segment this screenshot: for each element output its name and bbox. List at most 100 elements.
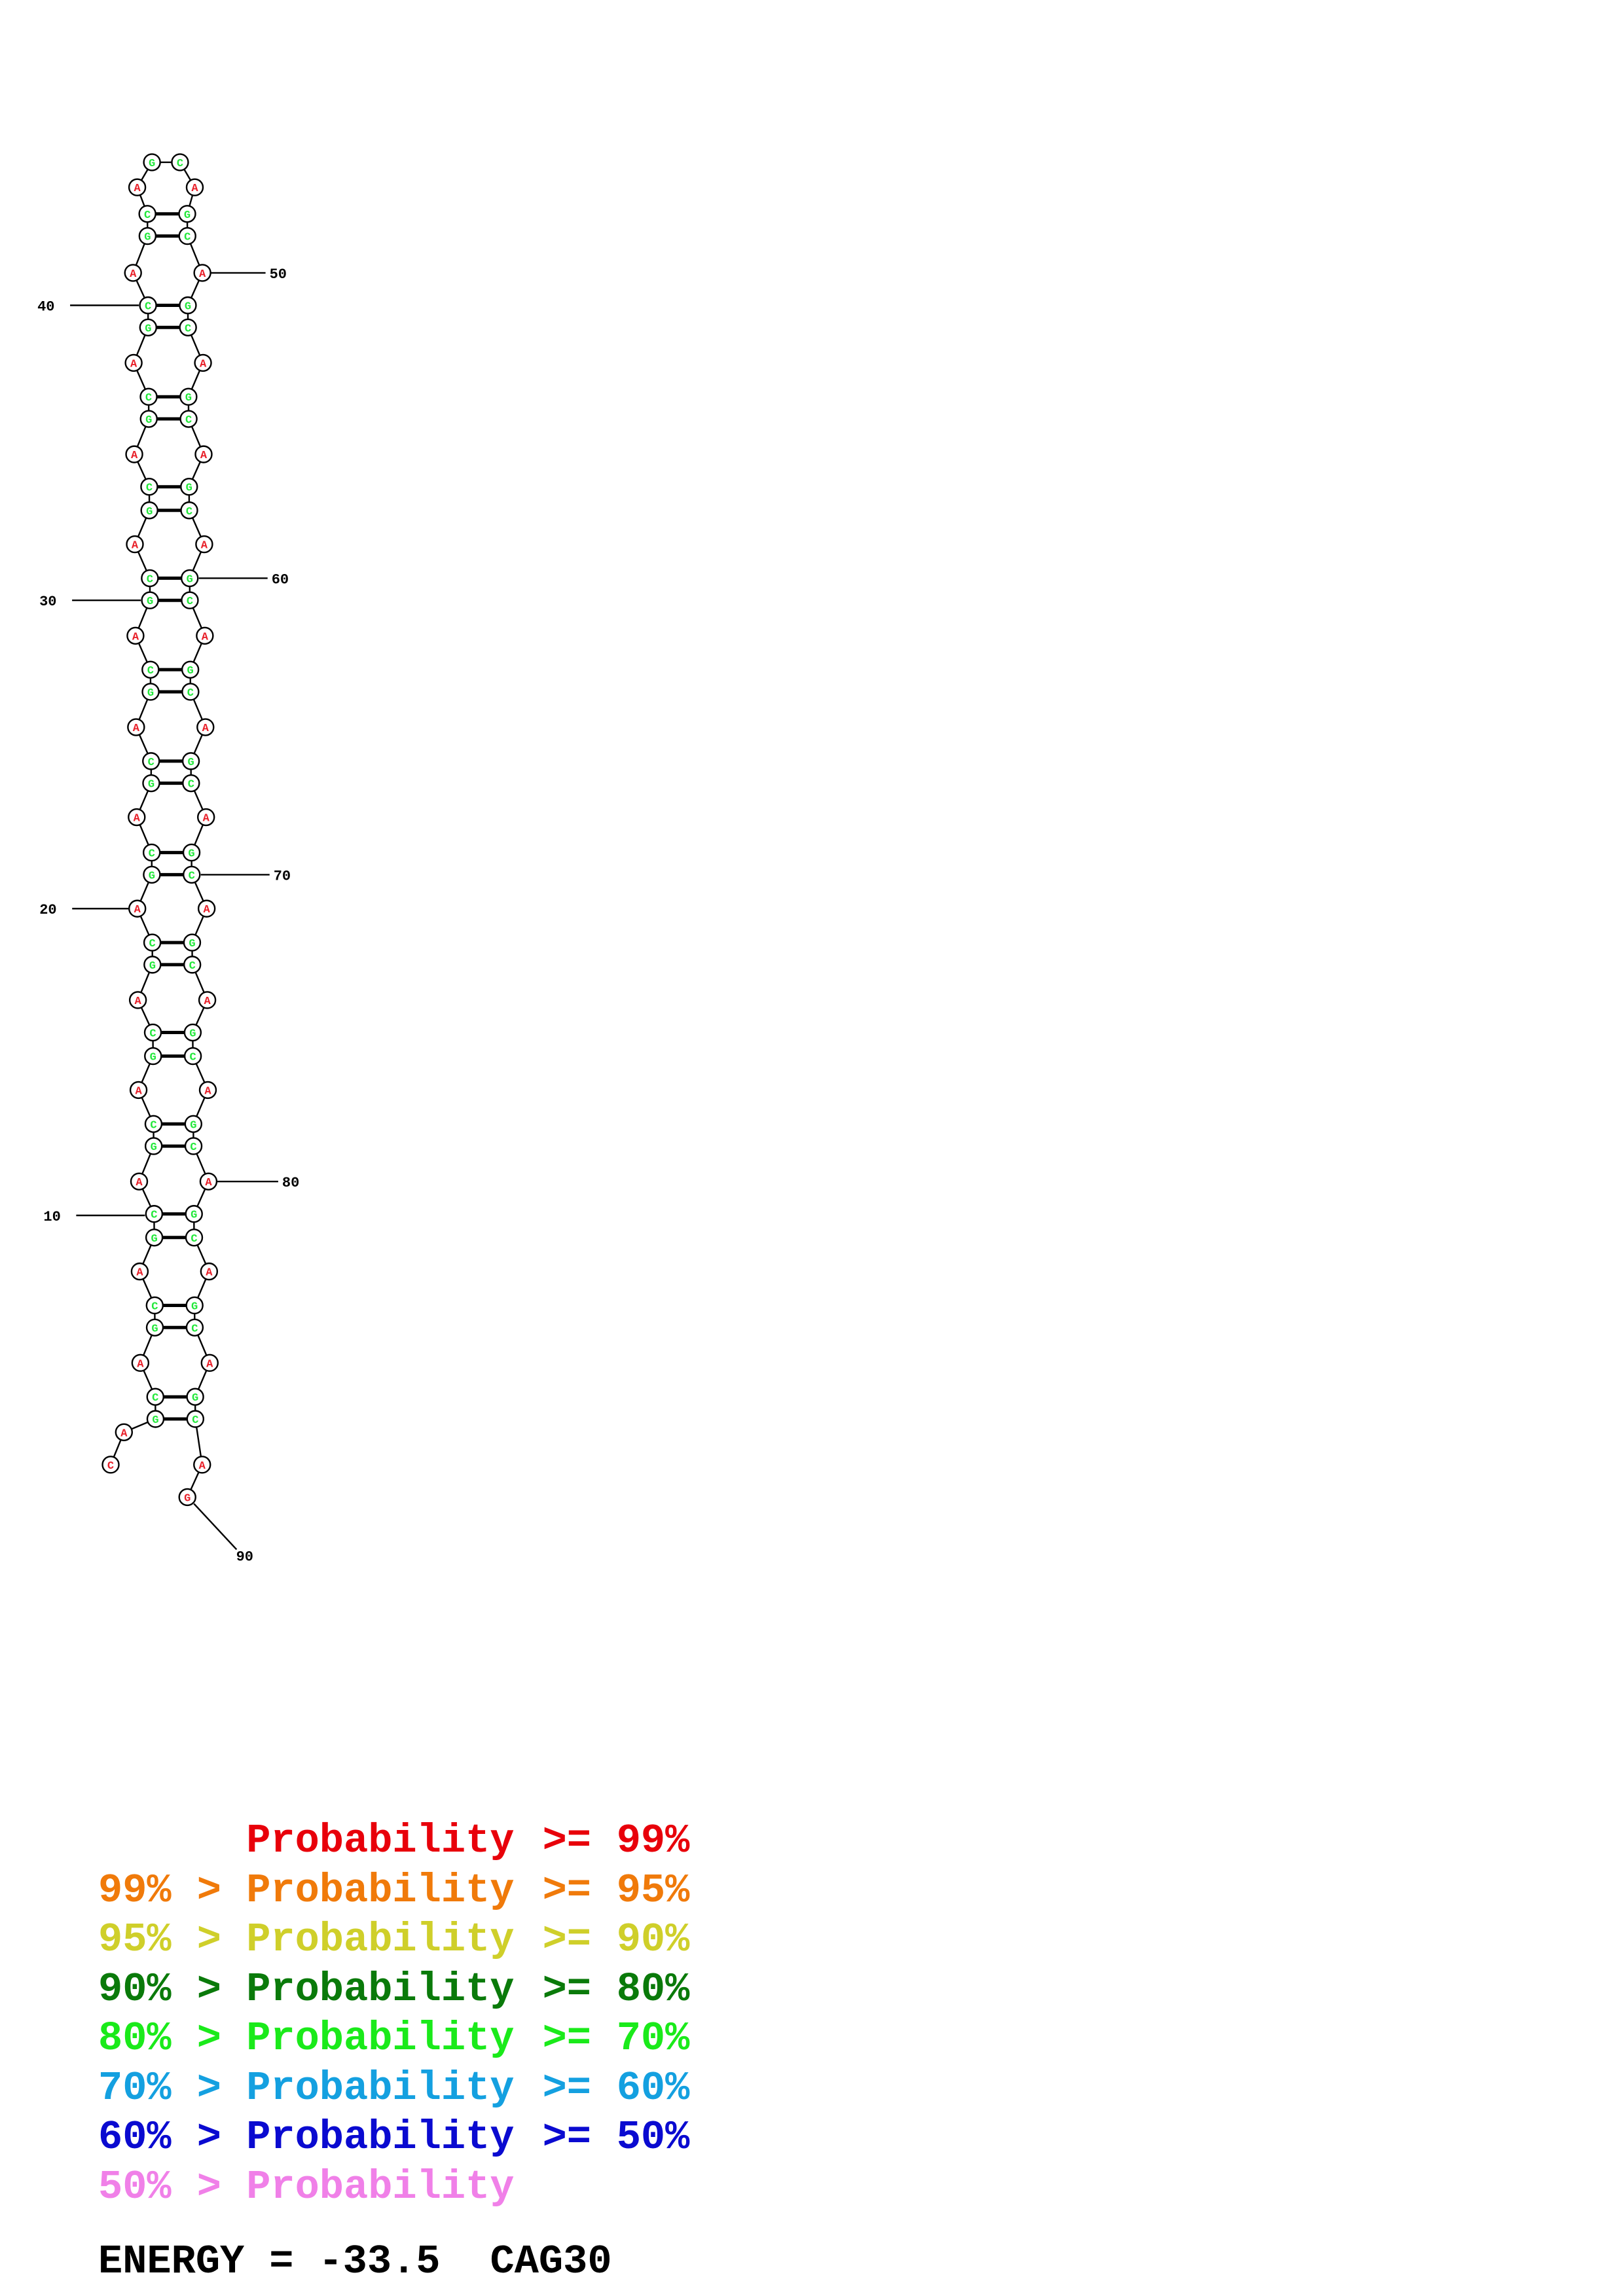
nucleotide-letter: C xyxy=(151,1210,157,1222)
nucleotide-circle xyxy=(186,1388,204,1406)
legend-gt: > xyxy=(196,1965,222,2013)
nucleotide-letter: C xyxy=(149,938,155,950)
nucleotide-circle xyxy=(143,933,162,952)
legend-upper-bound: 60% xyxy=(616,2064,690,2111)
nucleotide-circle xyxy=(181,569,199,588)
nucleotide-circle xyxy=(142,752,160,770)
nucleotide-circle xyxy=(145,1296,164,1315)
nucleotide-letter: A xyxy=(135,1085,142,1098)
legend-ge: >= xyxy=(542,2064,592,2111)
energy-value: -33.5 xyxy=(318,2238,441,2285)
nucleotide-circle xyxy=(146,1388,164,1406)
nucleotide-letter: G xyxy=(184,1492,191,1505)
nucleotide-circle xyxy=(143,1023,162,1042)
nucleotide-letter: C xyxy=(145,301,151,314)
nucleotide-letter: A xyxy=(132,631,139,643)
nucleotide-letter: A xyxy=(203,813,210,825)
nucleotide-letter: C xyxy=(147,665,154,677)
legend-gt: > xyxy=(196,1867,222,1914)
nucleotide-circle xyxy=(184,1137,203,1155)
position-label: 70 xyxy=(274,868,291,884)
legend-lower-bound: 80% xyxy=(98,2015,172,2062)
nucleotide-circle xyxy=(184,1115,203,1133)
legend-lower-bound: 95% xyxy=(98,1916,172,1963)
nucleotide-circle xyxy=(131,1354,150,1372)
nucleotide-letter: A xyxy=(199,268,206,281)
nucleotide-letter: A xyxy=(120,1427,128,1440)
nucleotide-letter: A xyxy=(137,1358,144,1371)
nucleotide-circle xyxy=(181,683,200,701)
position-tick-line xyxy=(193,1503,238,1551)
nucleotide-circle xyxy=(196,626,214,645)
nucleotide-circle xyxy=(193,1456,211,1474)
nucleotide-letter: A xyxy=(199,1460,206,1473)
nucleotide-circle xyxy=(185,1318,204,1336)
nucleotide-letter: G xyxy=(151,1233,158,1246)
nucleotide-circle xyxy=(115,1423,134,1441)
nucleotide-circle xyxy=(145,1229,164,1247)
legend-lower-bound: 99% xyxy=(98,1867,172,1914)
nucleotide-letter: C xyxy=(150,1119,156,1132)
nucleotide-circle xyxy=(144,1137,163,1155)
nucleotide-letter: C xyxy=(185,323,191,335)
legend-gt: > xyxy=(196,2015,222,2062)
nucleotide-letter: C xyxy=(149,848,155,861)
legend-upper-bound: 70% xyxy=(616,2015,690,2062)
nucleotide-letter: C xyxy=(186,506,192,518)
nucleotide-circle xyxy=(126,626,145,645)
nucleotide-letter: A xyxy=(205,1177,212,1189)
nucleotide-circle xyxy=(141,569,159,588)
nucleotide-circle xyxy=(185,1229,204,1247)
nucleotide-circle xyxy=(101,1456,120,1474)
nucleotide-circle xyxy=(140,478,158,496)
nucleotide-circle xyxy=(139,318,157,337)
nucleotide-letter: G xyxy=(187,665,194,677)
nucleotide-circle xyxy=(138,226,157,245)
legend-upper-bound: 50% xyxy=(616,2114,690,2161)
nucleotide-letter: A xyxy=(202,631,209,643)
nucleotide-circle xyxy=(198,1081,217,1100)
nucleotide-circle xyxy=(141,660,160,679)
legend-lower-bound: 70% xyxy=(98,2064,172,2111)
nucleotide-circle xyxy=(178,226,196,245)
nucleotide-letter: A xyxy=(134,183,141,195)
nucleotide-circle xyxy=(186,1410,205,1428)
nucleotide-letter: G xyxy=(151,1323,158,1335)
nucleotide-letter: G xyxy=(147,687,154,700)
legend-ge: >= xyxy=(542,1965,592,2013)
nucleotide-letter: C xyxy=(187,596,193,608)
nucleotide-circle xyxy=(181,591,199,609)
nucleotide-letter: A xyxy=(130,358,137,370)
nucleotide-circle xyxy=(196,718,215,736)
nucleotide-letter: G xyxy=(192,1392,198,1405)
nucleotide-letter: C xyxy=(152,1392,158,1405)
energy-footer: ENERGY = -33.5 CAG30 xyxy=(98,2238,612,2285)
legend-probability: Probability xyxy=(246,2015,515,2062)
nucleotide-letter: G xyxy=(146,506,153,518)
nucleotide-circle xyxy=(185,178,204,196)
legend-lower-bound: 90% xyxy=(98,1965,172,2013)
nucleotide-circle xyxy=(139,410,158,428)
nucleotide-letter: A xyxy=(191,183,198,195)
legend-ge: >= xyxy=(542,1916,592,1963)
nucleotide-circle xyxy=(127,718,145,736)
nucleotide-letter: C xyxy=(190,1052,196,1064)
nucleotide-circle xyxy=(180,501,198,520)
nucleotide-circle xyxy=(128,178,147,196)
nucleotide-letter: G xyxy=(145,323,151,335)
nucleotide-letter: C xyxy=(144,209,151,222)
nucleotide-letter: A xyxy=(132,540,139,552)
legend-gt: > xyxy=(196,2114,222,2161)
nucleotide-letter: C xyxy=(189,960,196,973)
nucleotide-circle xyxy=(183,1023,202,1042)
nucleotide-circle xyxy=(128,808,146,827)
nucleotide-letter: A xyxy=(200,358,207,370)
nucleotide-circle xyxy=(124,264,142,282)
nucleotide-circle xyxy=(125,445,143,463)
position-label: 20 xyxy=(39,902,56,918)
nucleotide-circle xyxy=(145,1318,164,1336)
position-label: 60 xyxy=(272,571,289,588)
nucleotide-circle xyxy=(181,660,200,679)
position-label: 50 xyxy=(270,266,287,283)
nucleotide-circle xyxy=(124,353,143,372)
